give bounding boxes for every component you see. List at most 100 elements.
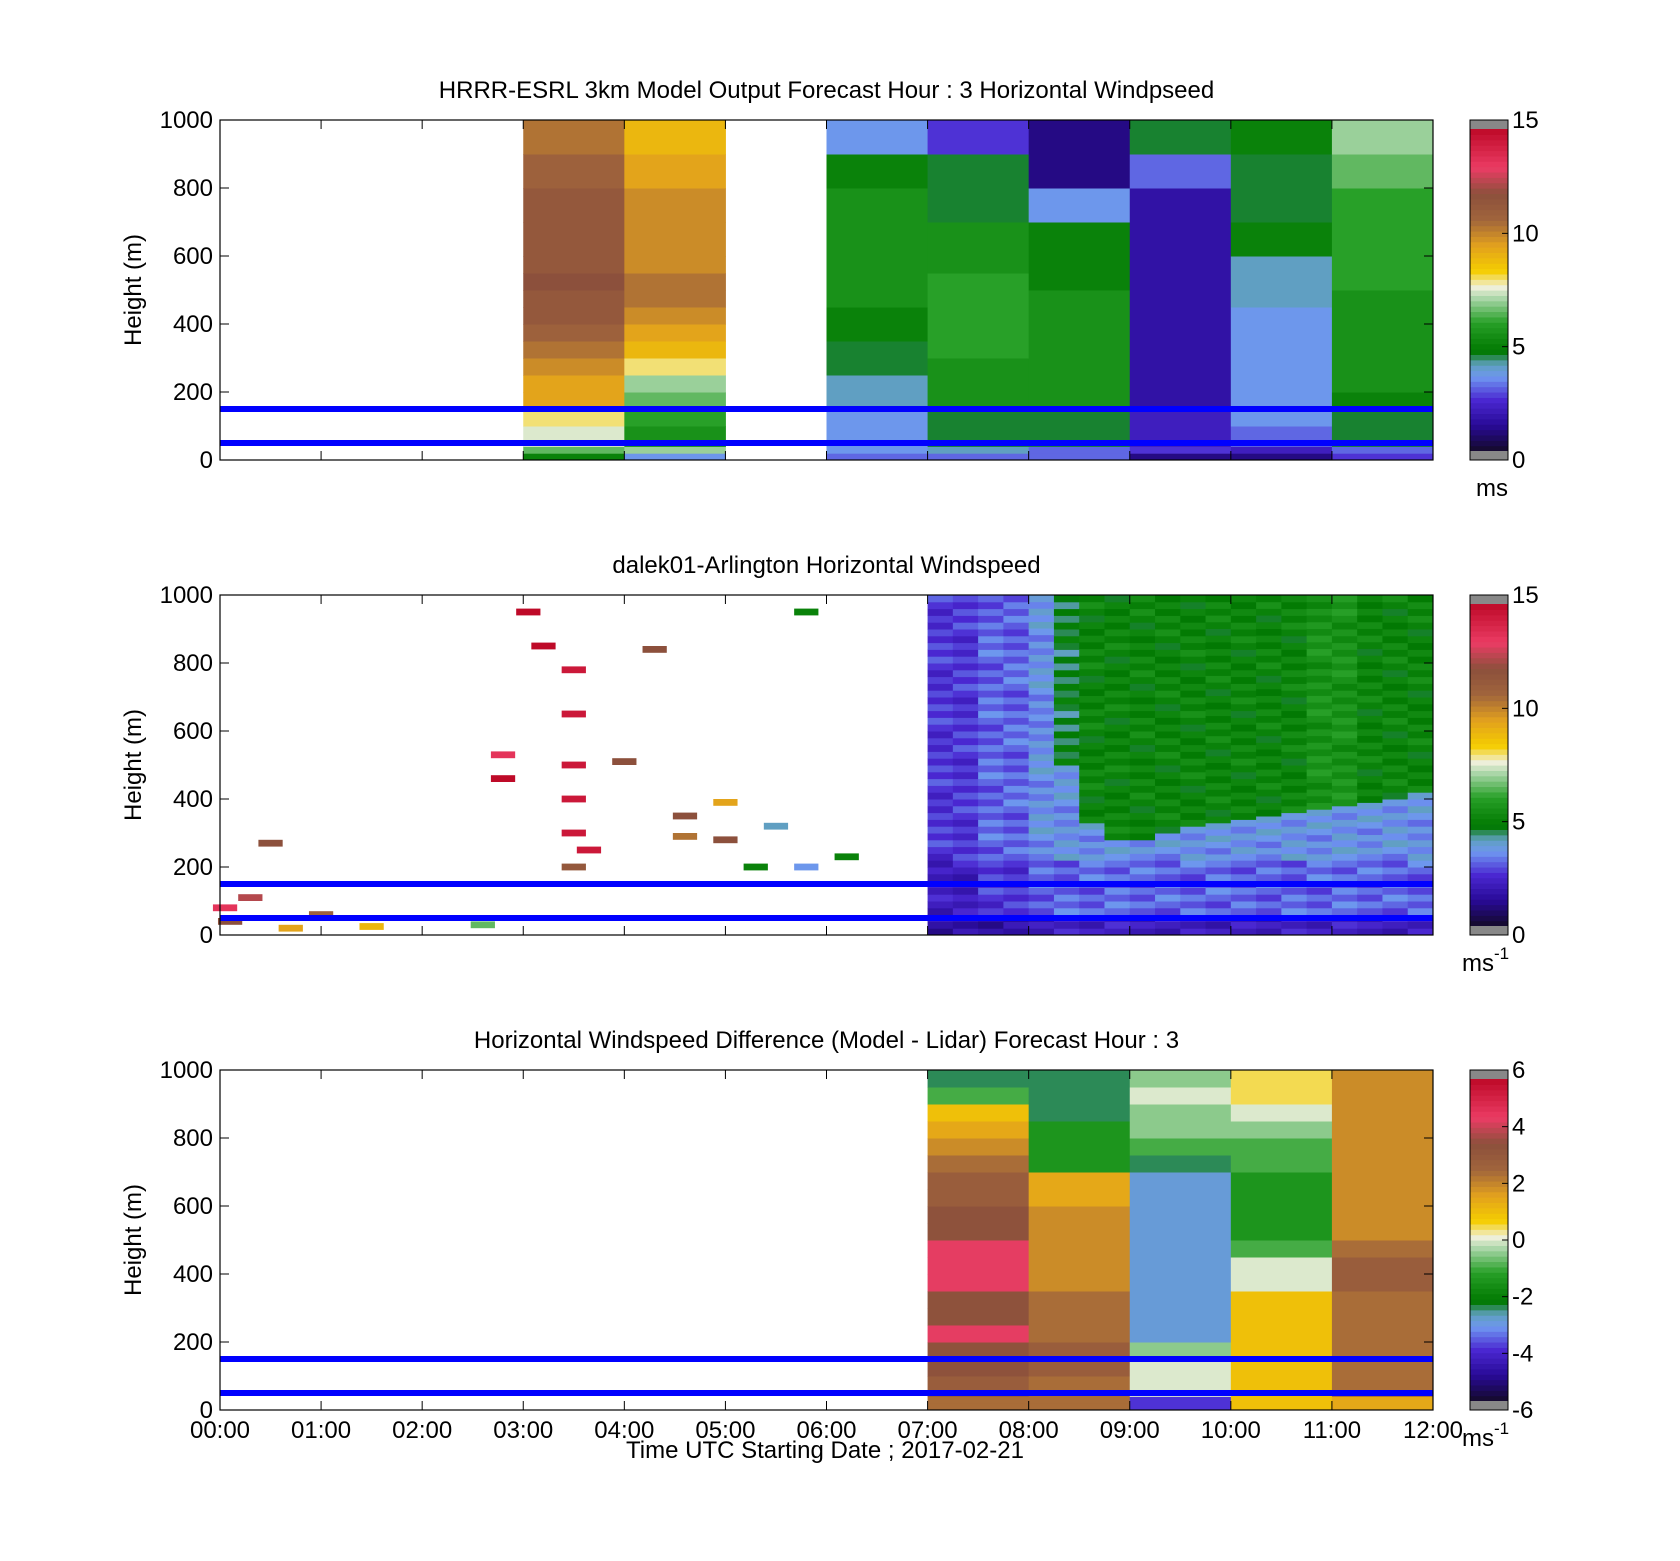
colorbar-segment xyxy=(1470,732,1508,739)
heatmap-cell xyxy=(1256,789,1282,797)
heatmap-cell xyxy=(1104,901,1131,909)
heatmap-cell xyxy=(624,273,726,291)
colorbar-segment xyxy=(1470,316,1508,323)
lidar-return xyxy=(794,863,819,871)
heatmap-cell xyxy=(1028,826,1055,835)
heatmap-cell xyxy=(1129,375,1232,393)
heatmap-cell xyxy=(1256,688,1282,696)
heatmap-cell xyxy=(978,663,1004,671)
colorbar-segment xyxy=(1470,1186,1508,1193)
heatmap-cell xyxy=(1129,860,1156,868)
heatmap-cell xyxy=(1256,635,1282,643)
colorbar-segment xyxy=(1470,1170,1508,1177)
heatmap-cell xyxy=(1003,744,1030,752)
heatmap-cell xyxy=(1028,740,1055,748)
colorbar-segment xyxy=(1470,834,1508,841)
colorbar-segment xyxy=(1470,236,1508,243)
heatmap-cell xyxy=(1357,742,1383,750)
heatmap-cell xyxy=(1382,744,1409,752)
lidar-return xyxy=(561,829,586,837)
colorbar-segment xyxy=(1470,818,1508,825)
heatmap-cell xyxy=(1331,1070,1434,1088)
heatmap-cell xyxy=(1205,601,1232,609)
heatmap-cell xyxy=(1331,799,1358,807)
y-tick-label: 1000 xyxy=(160,107,213,134)
heatmap-cell xyxy=(1205,907,1232,916)
colorbar-segment xyxy=(1470,445,1508,452)
heatmap-cell xyxy=(978,601,1004,610)
heatmap-cell xyxy=(952,778,979,786)
heatmap-cell xyxy=(1079,735,1105,743)
heatmap-cell xyxy=(927,663,954,671)
heatmap-cell xyxy=(1155,622,1181,630)
heatmap-cell xyxy=(927,819,954,827)
heatmap-cell xyxy=(952,642,979,650)
heatmap-cell xyxy=(1331,717,1358,725)
heatmap-cell xyxy=(1306,847,1333,855)
heatmap-cell xyxy=(1104,867,1131,875)
heatmap-cell xyxy=(1129,703,1156,712)
colorbar-segment xyxy=(1470,204,1508,211)
heatmap-cell xyxy=(1053,765,1080,773)
heatmap-cell xyxy=(1407,928,1434,936)
heatmap-cell xyxy=(1129,1403,1232,1411)
heatmap-cell xyxy=(1205,887,1232,895)
heatmap-cell xyxy=(927,392,1030,410)
heatmap-cell xyxy=(1230,819,1257,827)
heatmap-cell xyxy=(1382,629,1409,637)
heatmap-cell xyxy=(1357,802,1383,810)
heatmap-cell xyxy=(1230,446,1333,454)
heatmap-cell xyxy=(1331,595,1358,603)
heatmap-cell xyxy=(1306,715,1333,723)
heatmap-cell xyxy=(1079,621,1105,629)
colorbar-segment xyxy=(1470,279,1508,286)
heatmap-cell xyxy=(1003,785,1030,793)
heatmap-cell xyxy=(1331,690,1358,698)
colorbar-segment xyxy=(1470,306,1508,313)
heatmap-cell xyxy=(1003,887,1030,895)
heatmap-cell xyxy=(1382,669,1409,678)
heatmap-cell xyxy=(1331,751,1358,759)
colorbar-segment xyxy=(1470,1395,1508,1402)
heatmap-cell xyxy=(1104,751,1131,759)
heatmap-cell xyxy=(1104,669,1131,678)
heatmap-cell xyxy=(1104,731,1131,739)
heatmap-cell xyxy=(624,188,726,223)
heatmap-cell xyxy=(1331,765,1358,773)
colorbar-segment xyxy=(1470,856,1508,863)
heatmap-cell xyxy=(927,188,1030,223)
heatmap-cell xyxy=(952,629,979,637)
heatmap-cell xyxy=(1331,1206,1434,1224)
heatmap-cell xyxy=(952,833,979,841)
heatmap-cell xyxy=(1028,1274,1131,1292)
heatmap-cell xyxy=(1129,799,1156,807)
heatmap-cell xyxy=(1028,700,1055,708)
heatmap-cell xyxy=(927,290,1030,308)
heatmap-cell xyxy=(1003,867,1030,875)
colorbar-frame xyxy=(1469,119,1509,461)
x-tick-label: 01:00 xyxy=(291,1417,351,1444)
heatmap-cell xyxy=(1230,710,1257,718)
heatmap-cell xyxy=(1155,683,1181,691)
heatmap-cell xyxy=(1003,669,1030,678)
heatmap-cell xyxy=(1306,821,1333,829)
heatmap-cell xyxy=(1028,1155,1131,1173)
heatmap-cell xyxy=(1129,765,1156,773)
heatmap-cell xyxy=(1331,1359,1434,1377)
heatmap-cell xyxy=(1028,1138,1131,1156)
heatmap-cell xyxy=(1331,358,1434,376)
heatmap-cell xyxy=(1331,1308,1434,1326)
heatmap-cell xyxy=(1028,614,1055,622)
heatmap-cell xyxy=(1028,608,1055,616)
heatmap-cell xyxy=(1129,1291,1232,1309)
colorbar-segment xyxy=(1470,365,1508,372)
colorbar-segment xyxy=(1470,1213,1508,1220)
heatmap-cell xyxy=(1155,819,1181,827)
heatmap-cell xyxy=(1407,703,1434,712)
heatmap-cell xyxy=(1230,324,1333,342)
heatmap-cell xyxy=(1104,649,1131,657)
heatmap-cell xyxy=(1357,702,1383,710)
heatmap-cell xyxy=(1331,907,1358,916)
heatmap-cell xyxy=(952,873,979,882)
heatmap-cell xyxy=(1104,642,1131,650)
